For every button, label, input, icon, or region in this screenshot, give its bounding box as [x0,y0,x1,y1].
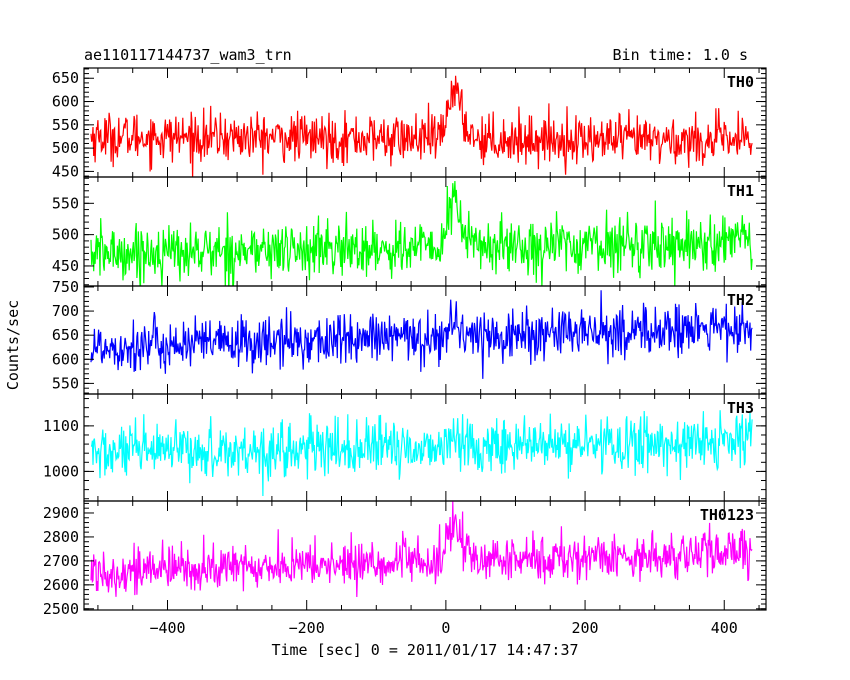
y-tick-label: 2700 [43,552,79,570]
y-tick-label: 2500 [43,600,79,618]
y-tick-label: 550 [52,116,79,134]
series-label: TH2 [727,291,754,309]
y-tick-label: 2900 [43,504,79,522]
y-tick-label: 550 [52,194,79,212]
series-label: TH3 [727,399,754,417]
chart-title: ae110117144737_wam3_trn [84,46,292,64]
y-tick-label: 600 [52,93,79,111]
y-tick-label: 450 [52,257,79,275]
series-label: TH1 [727,182,754,200]
y-tick-label: 1000 [43,462,79,480]
y-tick-label: 600 [52,350,79,368]
x-tick-label: 200 [572,619,599,637]
series-label: TH0 [727,73,754,91]
y-tick-label: 550 [52,374,79,392]
y-tick-label: 700 [52,302,79,320]
panels-group: 450 500 550 600 650 TH0 450 500 550 TH1 550 600 650 7… [43,67,767,637]
panel-th2: 550 600 650 700 750 TH2 [52,278,767,395]
panel-th0123: 2500 2600 2700 2800 2900 TH0123 [43,500,767,618]
y-tick-label: 2800 [43,528,79,546]
y-tick-label: 750 [52,278,79,296]
x-tick-label: −200 [289,619,325,637]
panel-th0: 450 500 550 600 650 TH0 [52,67,767,180]
x-tick-label: 400 [711,619,738,637]
series-line-th0 [90,75,753,177]
y-tick-label: 500 [52,226,79,244]
y-tick-label: 650 [52,69,79,87]
series-line-th2 [90,290,753,379]
panel-th1: 450 500 550 TH1 [52,176,767,287]
x-tick-label: 0 [441,619,450,637]
series-line-th0123 [90,501,753,598]
y-tick-label: 1100 [43,417,79,435]
panel-frame [83,500,767,611]
y-tick-label: 450 [52,162,79,180]
bin-time-label: Bin time: 1.0 s [613,46,748,64]
y-tick-label: 500 [52,139,79,157]
series-line-th1 [90,180,753,286]
y-tick-label: 650 [52,326,79,344]
y-tick-label: 2600 [43,576,79,594]
panel-frame [83,67,767,178]
x-axis-label: Time [sec] 0 = 2011/01/17 14:47:37 [271,641,578,659]
series-line-th3 [90,410,753,497]
x-tick-label: −400 [149,619,185,637]
series-label: TH0123 [700,506,754,524]
y-axis-label: Counts/sec [4,300,22,390]
panel-th3: 1000 1100 TH3 [43,393,767,502]
